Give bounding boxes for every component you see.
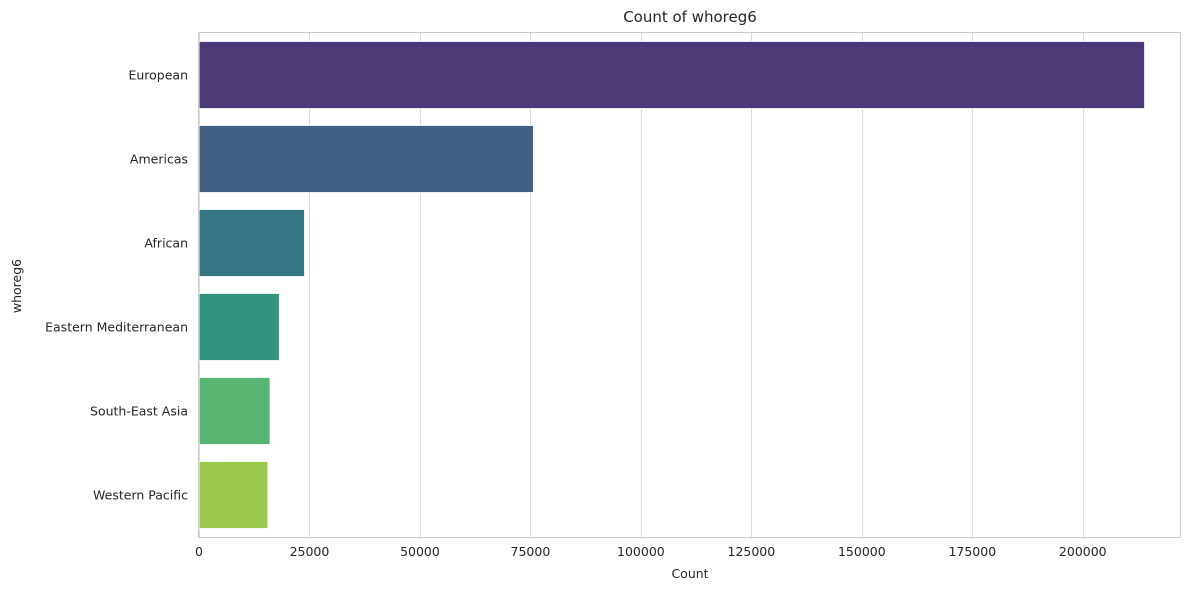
bar-south-east-asia <box>198 376 271 446</box>
gridlines <box>199 33 1084 537</box>
x-tick-label: 200000 <box>1059 544 1107 559</box>
x-tick-label: 25000 <box>290 544 330 559</box>
x-tick-label: 175000 <box>948 544 996 559</box>
x-axis-label: Count <box>671 566 708 581</box>
y-tick-label: Eastern Mediterranean <box>45 320 188 335</box>
y-axis-ticks: European Americas African Eastern Mediterra… <box>45 68 188 503</box>
chart-title: Count of whoreg6 <box>623 8 757 26</box>
y-tick-label: Western Pacific <box>93 488 188 503</box>
x-tick-label: 100000 <box>617 544 665 559</box>
bar-european <box>198 40 1146 110</box>
y-tick-label: Americas <box>130 152 188 167</box>
x-tick-label: 75000 <box>511 544 551 559</box>
bars <box>198 40 1146 530</box>
bar-african <box>198 208 306 278</box>
y-tick-label: European <box>128 68 188 83</box>
y-tick-label: South-East Asia <box>90 404 188 419</box>
x-tick-label: 50000 <box>400 544 440 559</box>
y-axis-label: whoreg6 <box>9 259 24 313</box>
x-axis-ticks: 0 25000 50000 75000 100000 125000 150000 175000… <box>195 544 1107 559</box>
bar-eastern-mediterranean <box>198 292 280 362</box>
x-tick-label: 125000 <box>728 544 776 559</box>
bar-americas <box>198 124 535 194</box>
bar-western-pacific <box>198 460 269 530</box>
y-tick-label: African <box>144 236 188 251</box>
x-tick-label: 150000 <box>838 544 886 559</box>
x-tick-label: 0 <box>195 544 203 559</box>
plot-frame <box>198 32 1181 538</box>
